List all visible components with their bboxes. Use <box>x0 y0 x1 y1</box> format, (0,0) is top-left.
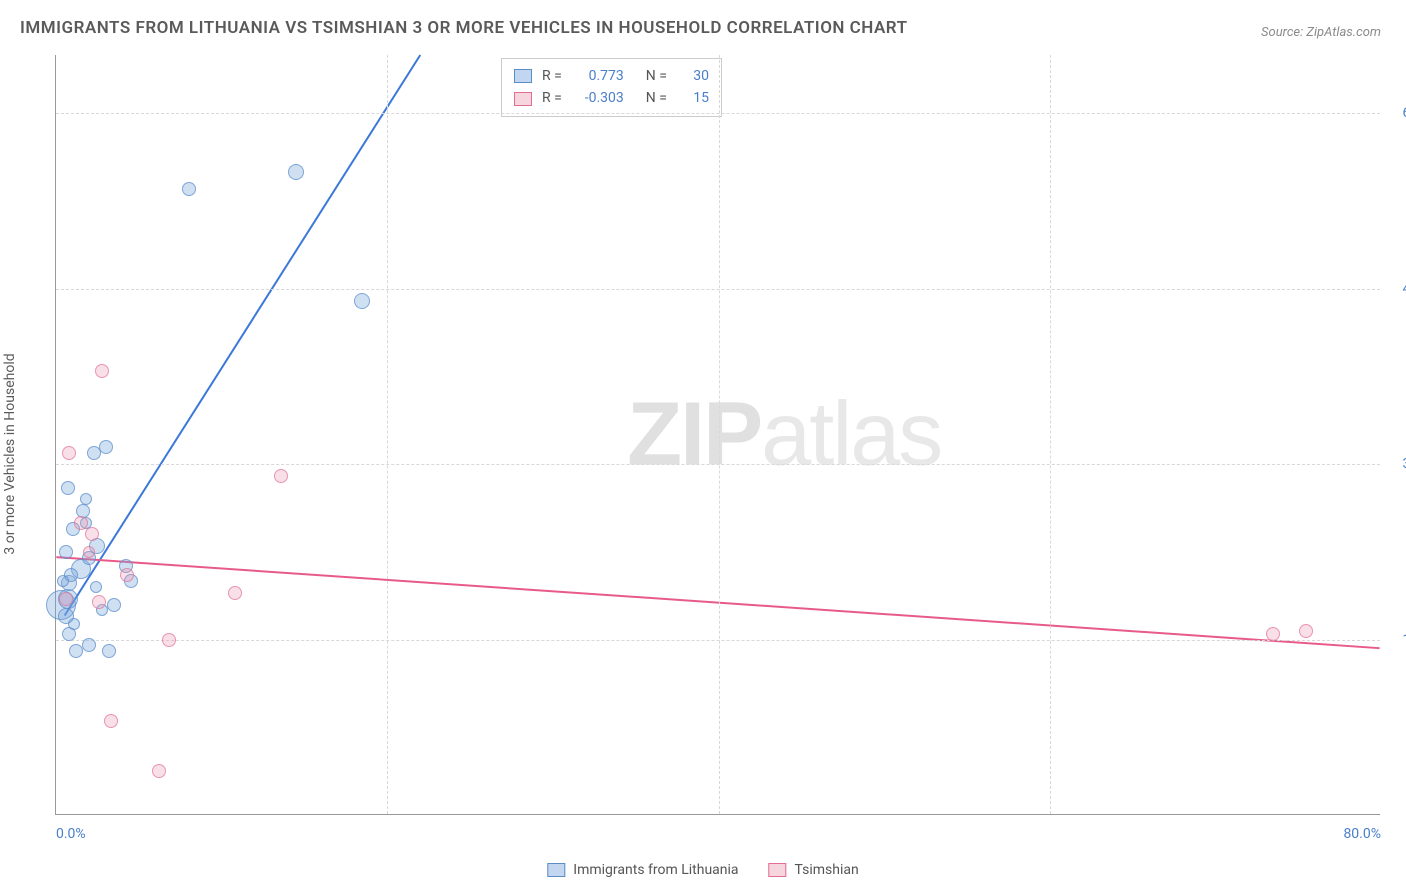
scatter-point <box>57 575 69 587</box>
bottom-legend-item: Tsimshian <box>769 862 859 878</box>
correlation-legend: R = 0.773 N = 30 R = -0.303 N = 15 <box>501 58 722 117</box>
legend-n-label: N = <box>646 87 667 109</box>
y-tick-label: 15.0% <box>1385 632 1406 648</box>
scatter-point <box>83 546 95 558</box>
legend-swatch <box>547 863 565 877</box>
scatter-point <box>354 293 370 309</box>
bottom-legend-item: Immigrants from Lithuania <box>547 862 738 878</box>
scatter-point <box>58 608 74 624</box>
watermark-bold: ZIP <box>627 384 761 484</box>
legend-swatch <box>514 69 532 83</box>
scatter-point <box>1299 624 1313 638</box>
bottom-legend-label: Immigrants from Lithuania <box>573 862 738 878</box>
legend-swatch <box>514 92 532 106</box>
scatter-point <box>274 469 288 483</box>
scatter-point <box>1266 627 1280 641</box>
scatter-point <box>80 493 92 505</box>
gridline-vertical <box>387 55 388 814</box>
scatter-point <box>95 364 109 378</box>
scatter-point <box>90 581 102 593</box>
watermark-light: atlas <box>761 384 941 484</box>
trend-line <box>65 55 421 615</box>
scatter-point <box>104 714 118 728</box>
scatter-point <box>92 595 106 609</box>
scatter-point <box>102 644 116 658</box>
gridline-vertical <box>719 55 720 814</box>
legend-r-value: -0.303 <box>576 87 624 109</box>
legend-n-value: 30 <box>681 65 709 87</box>
scatter-point <box>152 764 166 778</box>
y-tick-label: 45.0% <box>1385 281 1406 297</box>
y-axis-label: 3 or more Vehicles in Household <box>2 353 18 554</box>
scatter-point <box>59 592 73 606</box>
scatter-point <box>74 516 88 530</box>
scatter-point <box>61 481 75 495</box>
legend-row: R = 0.773 N = 30 <box>514 65 709 87</box>
scatter-point <box>85 527 99 541</box>
scatter-point <box>99 440 113 454</box>
scatter-point <box>62 446 76 460</box>
y-tick-label: 60.0% <box>1385 105 1406 121</box>
legend-r-label: R = <box>542 65 562 87</box>
y-tick-label: 30.0% <box>1385 456 1406 472</box>
legend-row: R = -0.303 N = 15 <box>514 87 709 109</box>
legend-r-value: 0.773 <box>576 65 624 87</box>
x-tick-label: 0.0% <box>56 826 86 842</box>
bottom-legend: Immigrants from Lithuania Tsimshian <box>547 862 858 878</box>
scatter-point <box>228 586 242 600</box>
scatter-point <box>107 598 121 612</box>
gridline-vertical <box>1050 55 1051 814</box>
scatter-point <box>288 164 304 180</box>
legend-swatch <box>769 863 787 877</box>
scatter-point <box>59 545 73 559</box>
legend-r-label: R = <box>542 87 562 109</box>
plot-area: ZIPatlas R =0.773N =30R =-0.303N =15 15.… <box>55 55 1380 815</box>
scatter-point <box>120 568 134 582</box>
source-label: Source: ZipAtlas.com <box>1261 25 1381 40</box>
chart-title: IMMIGRANTS FROM LITHUANIA VS TSIMSHIAN 3… <box>20 18 908 38</box>
watermark: ZIPatlas <box>627 383 941 486</box>
x-tick-label: 80.0% <box>1343 826 1381 842</box>
scatter-point <box>162 633 176 647</box>
scatter-point <box>182 182 196 196</box>
bottom-legend-label: Tsimshian <box>795 862 859 878</box>
scatter-point <box>69 644 83 658</box>
scatter-point <box>82 638 96 652</box>
legend-n-label: N = <box>646 65 667 87</box>
legend-n-value: 15 <box>681 87 709 109</box>
